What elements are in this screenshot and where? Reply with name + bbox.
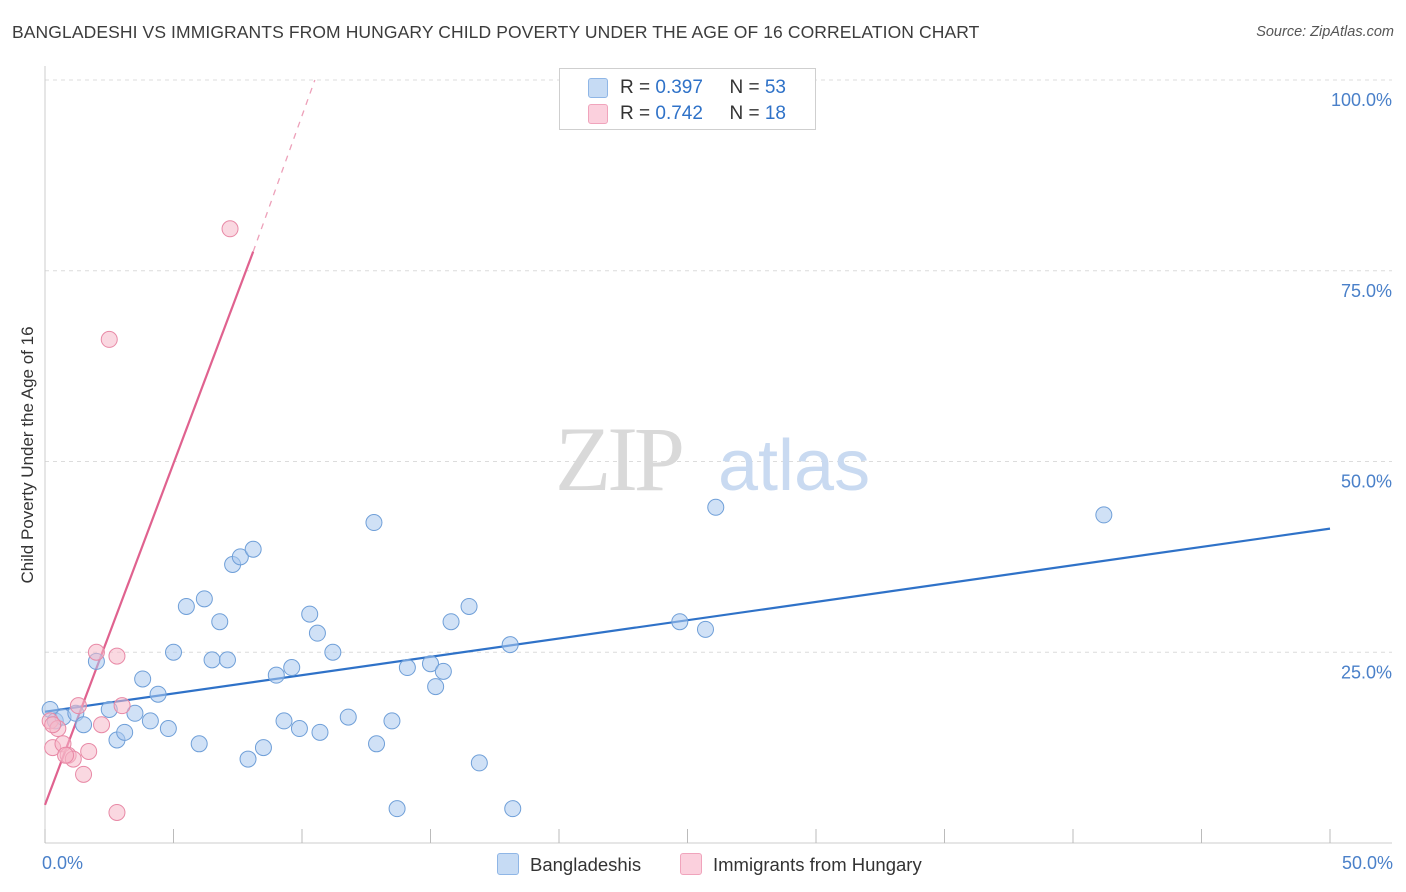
data-point xyxy=(460,597,478,615)
data-point xyxy=(275,712,293,730)
data-point xyxy=(308,624,326,642)
data-point xyxy=(311,723,329,741)
y-tick-label: 75.0% xyxy=(1341,281,1392,301)
data-point xyxy=(165,643,182,661)
data-point xyxy=(244,540,262,558)
data-point xyxy=(57,746,75,764)
data-point xyxy=(324,643,342,661)
data-point xyxy=(211,613,229,631)
data-point xyxy=(149,685,167,703)
data-point xyxy=(113,697,131,715)
legend-swatch-bangladeshis xyxy=(497,853,519,875)
x-tick-label: 50.0% xyxy=(1342,853,1393,873)
watermark: ZIP atlas xyxy=(555,408,870,510)
data-point xyxy=(422,655,439,673)
legend-r-value: 0.742 xyxy=(655,103,703,124)
data-point xyxy=(116,723,134,741)
legend-r-value: 0.397 xyxy=(655,77,703,98)
data-point xyxy=(239,750,257,768)
data-point xyxy=(365,514,383,532)
watermark-atlas: atlas xyxy=(718,426,870,506)
data-point xyxy=(87,643,105,661)
data-point xyxy=(290,720,308,738)
data-point xyxy=(134,670,152,688)
data-point xyxy=(501,636,519,654)
legend-swatch-hungary xyxy=(680,853,702,875)
data-point xyxy=(339,708,357,726)
data-point xyxy=(267,666,285,684)
data-point xyxy=(75,765,93,783)
y-tick-label: 50.0% xyxy=(1341,472,1392,492)
legend-label-bangladeshis: Bangladeshis xyxy=(530,854,642,875)
data-point xyxy=(190,735,208,753)
x-tick-label: 0.0% xyxy=(42,853,83,873)
legend-n-value: 53 xyxy=(764,77,786,98)
data-point xyxy=(93,716,111,734)
data-point xyxy=(442,613,460,631)
data-point xyxy=(159,720,177,738)
trendline-hungary-extension xyxy=(252,79,316,252)
y-tick-label: 25.0% xyxy=(1341,662,1392,682)
data-point xyxy=(504,800,522,818)
source-label: Source: ZipAtlas.com xyxy=(1256,24,1394,40)
data-point xyxy=(195,590,213,608)
legend-r-label: R = xyxy=(620,103,656,124)
data-point xyxy=(383,712,401,730)
y-tick-label: 100.0% xyxy=(1331,90,1392,110)
watermark-zip: ZIP xyxy=(555,408,682,510)
data-point xyxy=(398,659,416,677)
trendlines xyxy=(43,79,1331,806)
data-point xyxy=(108,647,126,665)
data-point xyxy=(203,651,221,669)
data-point xyxy=(388,800,406,818)
legend-n-value: 18 xyxy=(764,103,786,124)
points xyxy=(41,220,1113,821)
data-point xyxy=(427,678,445,696)
data-point xyxy=(283,659,301,677)
chart-title: BANGLADESHI VS IMMIGRANTS FROM HUNGARY C… xyxy=(12,22,980,42)
data-point xyxy=(1095,506,1113,524)
data-point xyxy=(254,739,272,757)
data-point xyxy=(100,330,118,348)
data-point xyxy=(671,613,689,631)
series-legend: Bangladeshis Immigrants from Hungary xyxy=(0,852,1406,878)
legend-n-label: N = xyxy=(729,103,765,124)
data-point xyxy=(75,716,93,734)
data-point xyxy=(126,704,144,722)
legend-label-hungary: Immigrants from Hungary xyxy=(713,854,922,875)
data-point xyxy=(231,548,249,566)
data-point xyxy=(218,651,236,669)
data-point xyxy=(141,712,159,730)
data-point xyxy=(696,620,714,638)
data-point xyxy=(108,803,126,821)
legend-n-label: N = xyxy=(729,77,765,98)
tick-labels: 25.0% 50.0% 75.0% 100.0% 0.0% 50.0% xyxy=(42,90,1393,873)
data-point xyxy=(470,754,488,772)
data-point xyxy=(301,605,319,623)
legend-swatch-hungary xyxy=(588,104,608,124)
data-point xyxy=(707,498,725,516)
data-point xyxy=(434,662,452,680)
legend-r-label: R = xyxy=(620,77,656,98)
data-point xyxy=(44,716,62,734)
data-point xyxy=(368,735,386,753)
legend-swatch-bangladeshis xyxy=(588,78,608,98)
correlation-legend: R = 0.397 N = 53 R = 0.742 N = 18 xyxy=(559,68,816,130)
data-point xyxy=(177,597,195,615)
data-point xyxy=(69,697,87,715)
data-point xyxy=(80,742,98,760)
data-point xyxy=(221,220,239,238)
grid-layer xyxy=(45,79,1392,653)
